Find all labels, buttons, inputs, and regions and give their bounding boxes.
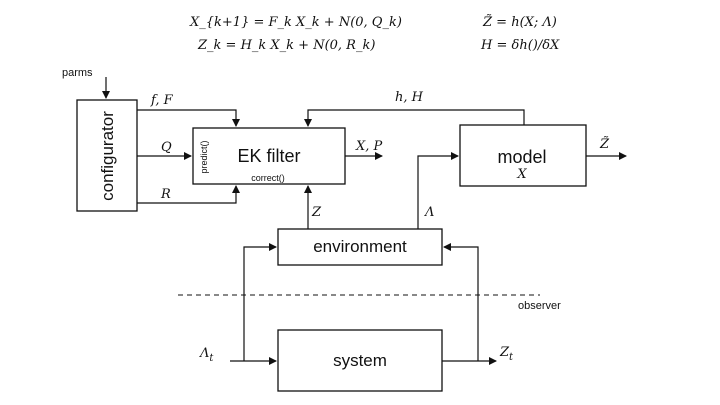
Lambda-t-label: Λt: [199, 346, 214, 364]
predict-label: predict(): [199, 140, 209, 173]
R-label: R: [160, 187, 171, 202]
environment-label: environment: [313, 237, 407, 256]
model-state-label: X: [516, 167, 527, 182]
observer-label: observer: [518, 300, 561, 312]
model-block: [459, 124, 587, 187]
jacobian-equation: H = δh()/δX: [480, 38, 560, 53]
Z-label: Z: [311, 205, 322, 220]
system-label: system: [333, 351, 387, 370]
ek-filter-label: EK filter: [237, 146, 300, 166]
fF-label: f, F: [150, 93, 174, 108]
Lambda-arrow: [417, 152, 459, 229]
configurator-label: configurator: [98, 111, 117, 201]
XP-label: X, P: [355, 139, 383, 154]
parms-label: parms: [62, 67, 93, 79]
environment-block: [277, 228, 443, 266]
prediction-equation: Z̃ = h(X; Λ): [482, 14, 557, 30]
Z-t-branch-arrow: [443, 243, 479, 361]
state-equation: X_{k+1} = F_k X_k + N(0, Q_k): [189, 15, 402, 30]
Lambda-t-branch-arrow: [243, 243, 277, 361]
R-arrow: [137, 185, 240, 204]
fF-arrow: [137, 109, 240, 127]
wire-labels: parms f, F Q R X, P h, H Z Λ Z̃ Λt Zt ob…: [62, 67, 610, 364]
connections: [102, 77, 627, 365]
Ztilde-label: Z̃: [599, 136, 610, 152]
Q-label: Q: [161, 140, 172, 155]
configurator-block: [76, 99, 138, 212]
equations: X_{k+1} = F_k X_k + N(0, Q_k) Z_k = H_k …: [189, 14, 560, 53]
ek-filter-block: [192, 127, 346, 185]
Lambda-label: Λ: [424, 205, 434, 220]
hH-label: h, H: [395, 90, 424, 105]
system-block: [277, 329, 443, 392]
hH-arrow: [304, 109, 525, 127]
model-label: model: [497, 147, 546, 167]
Z-t-label: Zt: [499, 345, 514, 363]
measurement-equation: Z_k = H_k X_k + N(0, R_k): [197, 38, 375, 53]
correct-label: correct(): [251, 173, 285, 183]
